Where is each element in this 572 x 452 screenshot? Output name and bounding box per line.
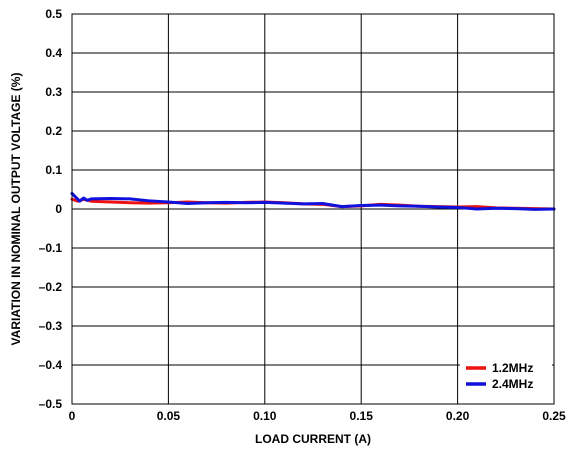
x-tick-label: 0 xyxy=(69,409,76,423)
x-tick-label: 0.10 xyxy=(253,409,277,423)
y-tick-label: 0.2 xyxy=(45,124,62,138)
series-line-2-4mhz xyxy=(70,191,556,211)
gridlines xyxy=(72,14,554,404)
y-tick-label: –0.1 xyxy=(39,241,63,255)
x-tick-label: 0.05 xyxy=(157,409,181,423)
y-tick-label: 0.1 xyxy=(45,163,62,177)
legend: 1.2MHz 2.4MHz xyxy=(460,355,552,401)
y-tick-label: 0 xyxy=(55,202,62,216)
x-tick-label: 0.15 xyxy=(350,409,374,423)
y-tick-label: 0.3 xyxy=(45,85,62,99)
tick-labels: 0 0.05 0.10 0.15 0.20 0.250.50.40.30.20.10–0.… xyxy=(39,7,566,423)
y-axis-title: VARIATION IN NOMINAL OUTPUT VOLTAGE (%) xyxy=(9,73,23,346)
x-tick-label: 0.25 xyxy=(542,409,566,423)
y-tick-label: –0.2 xyxy=(39,280,63,294)
legend-label: 2.4MHz xyxy=(492,377,533,391)
y-tick-label: 0.5 xyxy=(45,7,62,21)
x-tick-label: 0.20 xyxy=(446,409,470,423)
legend-label: 1.2MHz xyxy=(492,361,533,375)
y-tick-label: –0.4 xyxy=(39,358,63,372)
legend-background xyxy=(460,355,552,401)
y-tick-label: –0.5 xyxy=(39,397,63,411)
x-axis-title: LOAD CURRENT (A) xyxy=(255,432,371,446)
plot-frame xyxy=(71,13,555,405)
y-tick-label: –0.3 xyxy=(39,319,63,333)
series-layer xyxy=(70,191,556,211)
y-tick-label: 0.4 xyxy=(45,46,62,60)
